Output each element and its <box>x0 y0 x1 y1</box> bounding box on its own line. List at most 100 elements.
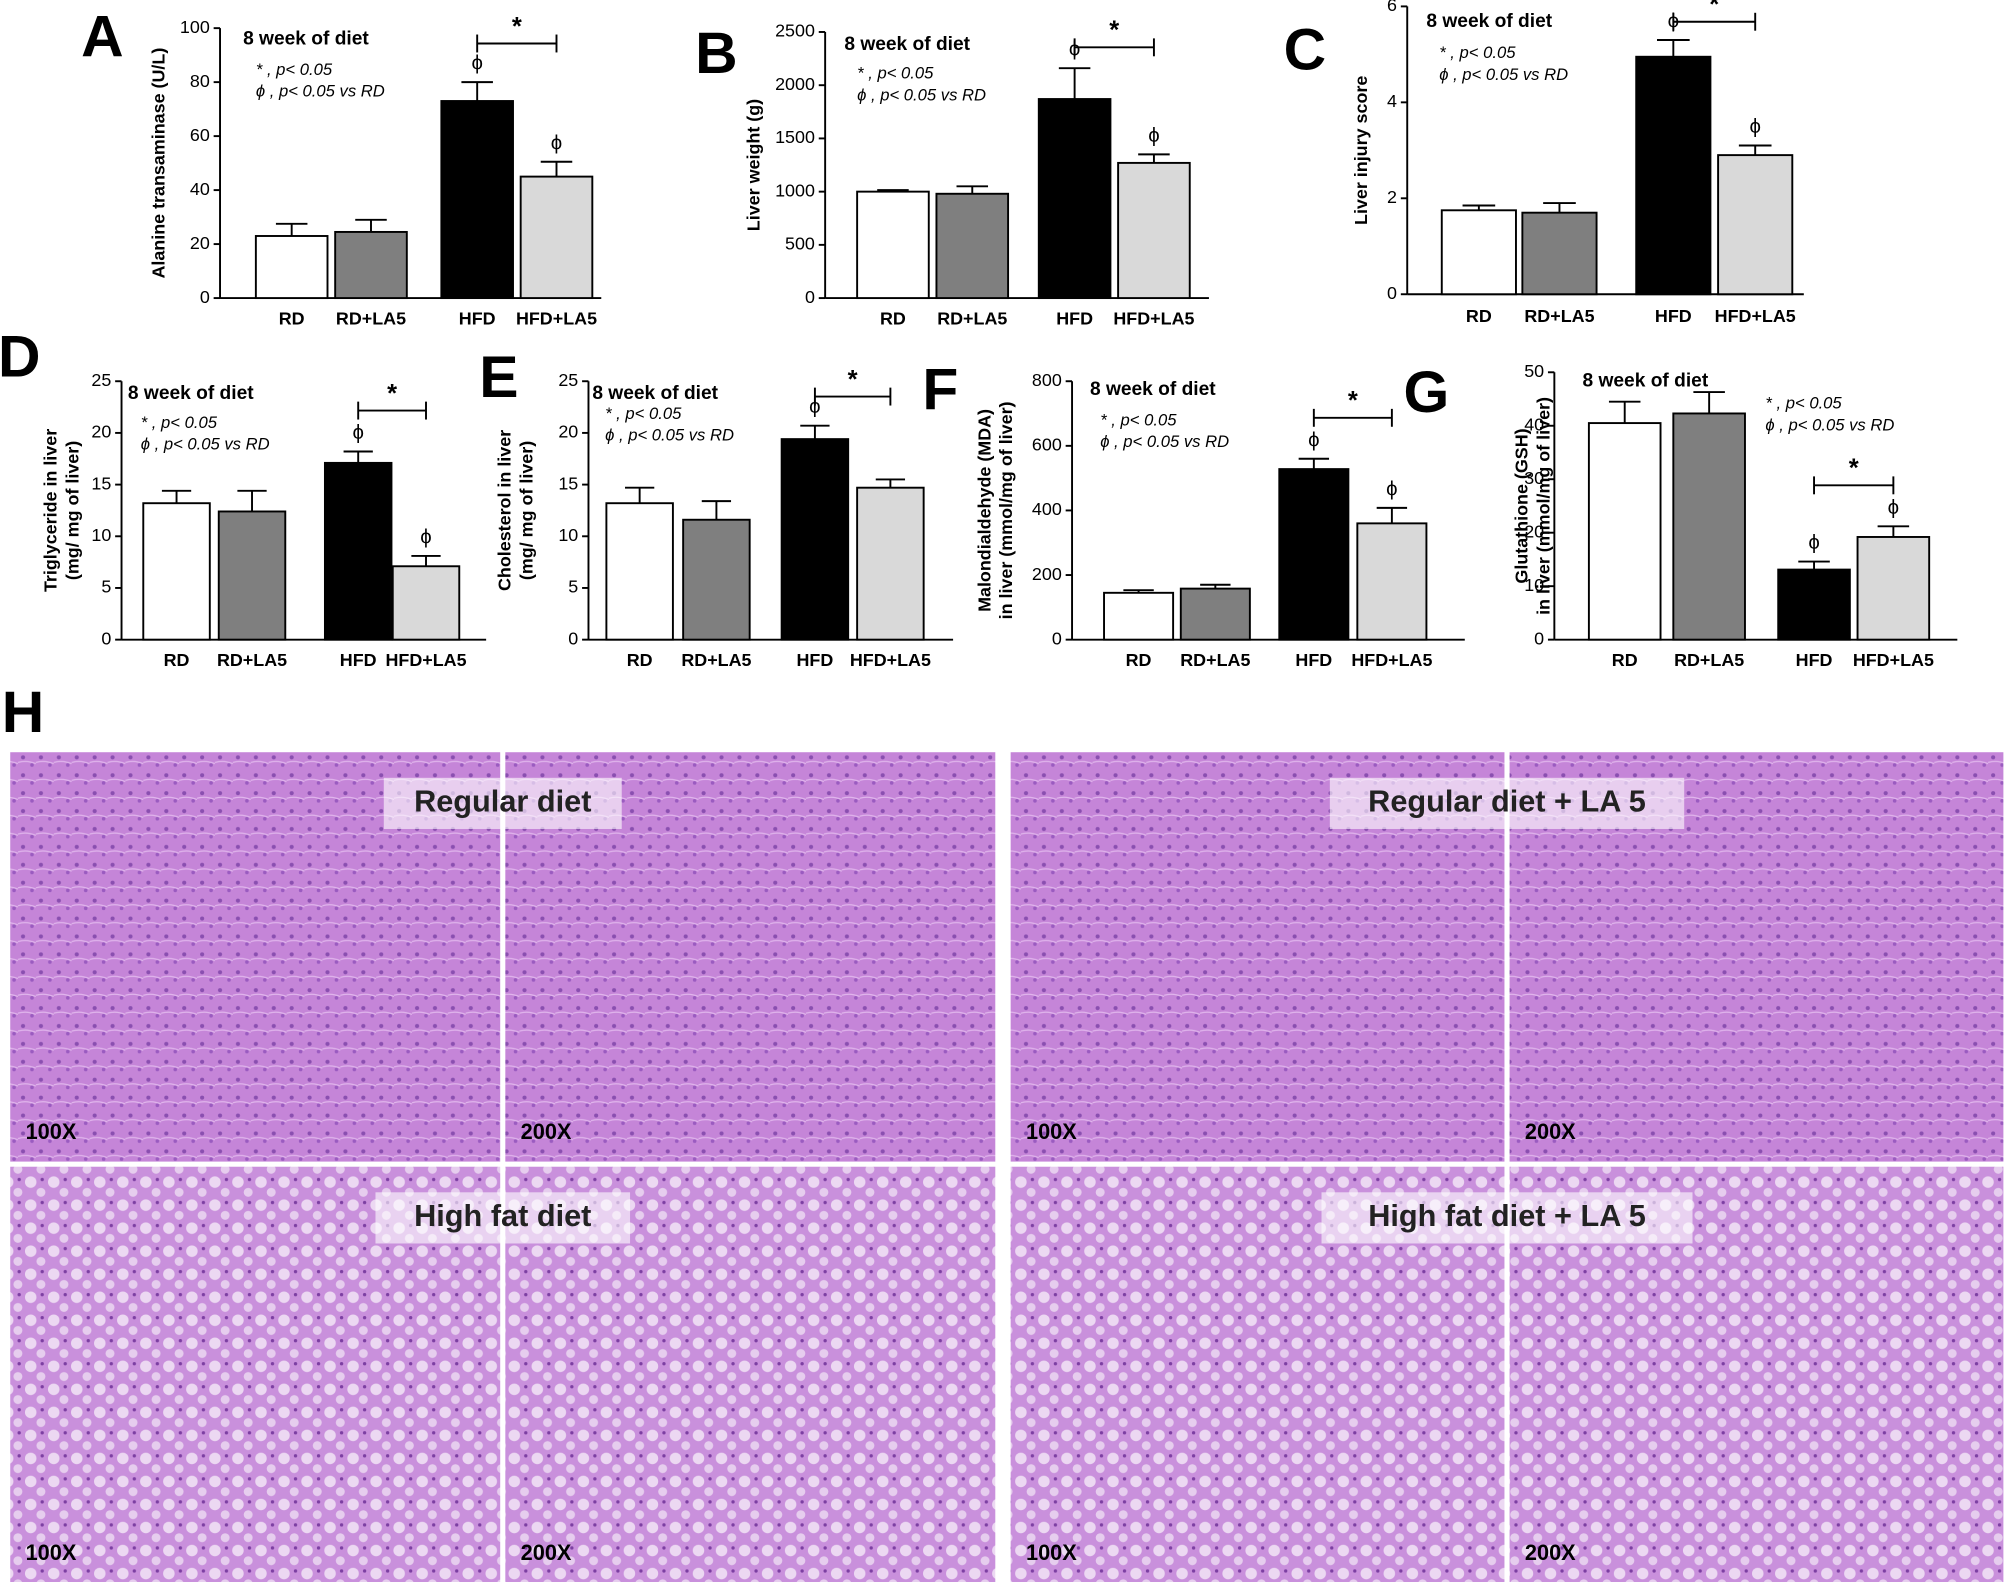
significance-marker: ϕ <box>1808 531 1819 554</box>
x-tick-label: HFD+LA5 <box>850 650 931 670</box>
bar <box>1278 468 1350 641</box>
bar <box>780 438 850 641</box>
y-tick-label: 15 <box>558 473 578 493</box>
chart-title: 8 week of diet <box>128 383 254 404</box>
significance-marker: ϕ <box>809 395 820 418</box>
x-tick-label: HFD+LA5 <box>1113 309 1194 329</box>
significance-label: * <box>1109 17 1119 45</box>
annotation: * , p< 0.05 <box>256 60 333 79</box>
panel-letter: H <box>2 680 44 745</box>
panel-letter: F <box>922 358 958 423</box>
x-tick-label: RD+LA5 <box>336 309 406 329</box>
bar <box>323 461 393 641</box>
y-tick-label: 60 <box>190 125 210 145</box>
y-axis-label: Triglyceride in liver <box>41 429 61 592</box>
x-tick-label: RD <box>1612 650 1638 670</box>
y-axis-label: Glutathione (GSH) <box>1512 428 1532 583</box>
bar <box>1440 209 1517 296</box>
x-tick-label: RD <box>880 309 906 329</box>
chart-title: 8 week of diet <box>592 383 718 404</box>
y-tick-label: 20 <box>1524 521 1544 541</box>
x-tick-label: RD+LA5 <box>681 650 751 670</box>
x-tick-label: HFD+LA5 <box>516 309 597 329</box>
bar <box>1672 412 1746 641</box>
x-tick-label: HFD <box>1655 306 1692 326</box>
x-tick-label: HFD <box>1796 650 1833 670</box>
panel-letter: A <box>81 4 123 69</box>
title-background <box>1329 777 1685 829</box>
significance-marker: ϕ <box>352 421 363 444</box>
y-tick-label: 10 <box>558 525 578 545</box>
bar <box>334 230 408 300</box>
y-tick-label: 80 <box>190 71 210 91</box>
bar <box>217 510 287 641</box>
annotation: ϕ , p< 0.05 vs RD <box>1100 432 1229 451</box>
x-tick-label: HFD+LA5 <box>1715 306 1796 326</box>
y-tick-label: 25 <box>558 370 578 390</box>
y-tick-label: 5 <box>568 577 578 597</box>
image-title: Regular diet + LA 5 <box>1368 784 1646 819</box>
annotation: ϕ , p< 0.05 vs RD <box>857 85 986 104</box>
panel-letter: E <box>479 345 518 410</box>
x-tick-label: HFD <box>1295 650 1332 670</box>
y-axis-label: Malondialdehyde (MDA) <box>974 409 994 612</box>
annotation: ϕ , p< 0.05 vs RD <box>141 435 270 454</box>
y-tick-label: 500 <box>785 234 815 254</box>
significance-marker: ϕ <box>1386 477 1397 500</box>
y-tick-label: 1000 <box>775 180 815 200</box>
y-tick-label: 25 <box>91 370 111 390</box>
significance-marker: ϕ <box>551 131 562 154</box>
x-tick-label: HFD+LA5 <box>1351 650 1432 670</box>
title-background <box>1321 1192 1693 1244</box>
bar <box>1587 422 1662 641</box>
x-tick-label: RD <box>1126 650 1152 670</box>
annotation: * , p< 0.05 <box>1439 43 1516 62</box>
y-axis-label: in liver (mmol/mg of liver) <box>996 401 1016 619</box>
y-tick-label: 200 <box>1032 564 1062 584</box>
y-tick-label: 20 <box>558 422 578 442</box>
y-tick-label: 800 <box>1032 370 1062 390</box>
significance-label: * <box>387 380 397 408</box>
annotation: * , p< 0.05 <box>857 64 934 83</box>
bar <box>1179 587 1251 641</box>
x-tick-label: HFD <box>797 650 834 670</box>
y-tick-label: 2500 <box>775 21 815 41</box>
significance-label: * <box>1348 387 1358 415</box>
y-axis-label: Cholesterol in liver <box>495 430 515 591</box>
significance-label: * <box>1849 455 1859 483</box>
x-tick-label: RD+LA5 <box>1674 650 1744 670</box>
y-tick-label: 40 <box>1524 414 1544 434</box>
annotation: ϕ , p< 0.05 vs RD <box>256 82 385 101</box>
x-tick-label: RD+LA5 <box>1180 650 1250 670</box>
title-background <box>375 1192 631 1244</box>
y-tick-label: 0 <box>1534 628 1544 648</box>
bar <box>1521 211 1598 296</box>
y-tick-label: 20 <box>190 233 210 253</box>
x-tick-label: HFD <box>459 309 496 329</box>
y-axis-label: in liver (mmol/mg of liver) <box>1533 397 1553 615</box>
y-tick-label: 10 <box>1524 575 1544 595</box>
panel-letter: D <box>0 324 40 389</box>
annotation: * , p< 0.05 <box>1765 394 1842 413</box>
x-tick-label: RD+LA5 <box>937 309 1007 329</box>
panel-letter: C <box>1284 17 1326 82</box>
y-axis-label: Liver injury score <box>1351 76 1371 225</box>
significance-marker: ϕ <box>1148 124 1159 147</box>
annotation: ϕ , p< 0.05 vs RD <box>1439 65 1568 84</box>
significance-label: * <box>512 13 522 41</box>
title-background <box>383 777 622 829</box>
y-tick-label: 2 <box>1387 187 1397 207</box>
y-tick-label: 0 <box>1052 628 1062 648</box>
annotation: * , p< 0.05 <box>605 404 682 423</box>
y-tick-label: 6 <box>1387 0 1397 15</box>
bar <box>391 565 461 641</box>
magnification-label: 100X <box>26 1540 77 1565</box>
y-tick-label: 0 <box>200 287 210 307</box>
annotation: ϕ , p< 0.05 vs RD <box>605 426 734 445</box>
bar <box>254 235 329 300</box>
y-tick-label: 600 <box>1032 435 1062 455</box>
bar <box>856 486 925 641</box>
bar <box>682 518 751 641</box>
